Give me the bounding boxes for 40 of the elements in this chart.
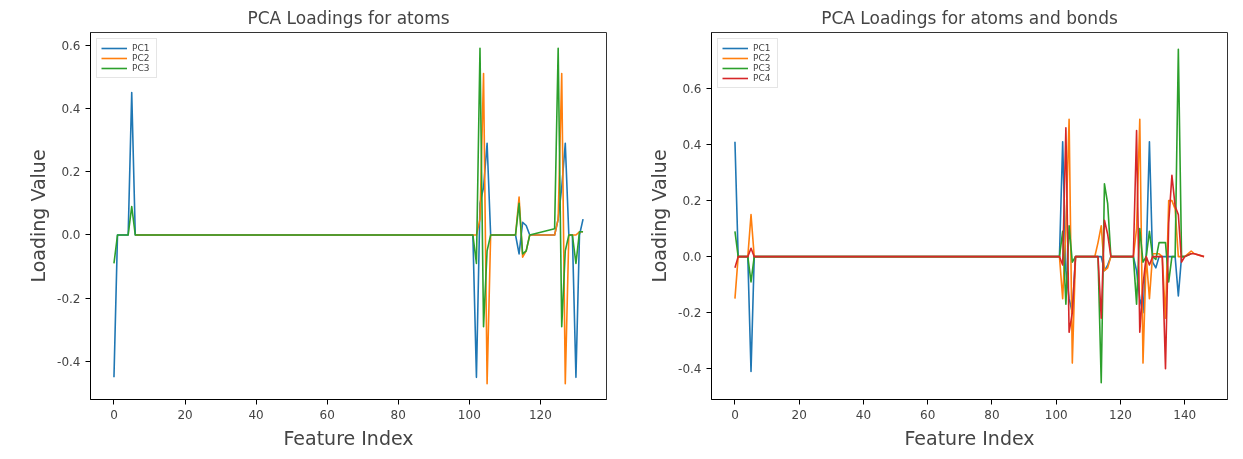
legend-label: PC3 [753, 63, 772, 73]
y-tick-label: 0.2 [682, 194, 702, 209]
y-tick-label: 0.6 [61, 38, 81, 53]
y-tick-label: -0.2 [678, 306, 702, 321]
x-tick-label: 80 [390, 407, 406, 422]
legend-label: PC1 [132, 43, 151, 53]
y-tick-label: 0.6 [682, 82, 702, 97]
legend-label: PC3 [132, 63, 151, 73]
chart-title: PCA Loadings for atoms and bonds [821, 7, 1118, 28]
x-tick-label: 100 [457, 407, 481, 422]
x-tick-label: 120 [1109, 407, 1132, 422]
y-tick-label: 0.2 [61, 165, 81, 180]
x-tick-label: 120 [528, 407, 552, 422]
x-tick-label: 20 [791, 407, 807, 422]
y-tick-label: 0.4 [61, 101, 81, 116]
legend-label: PC1 [753, 43, 772, 53]
x-tick-label: 60 [920, 407, 936, 422]
x-tick-label: 40 [248, 407, 264, 422]
x-tick-label: 0 [110, 407, 118, 422]
x-tick-label: 60 [319, 407, 335, 422]
y-tick-label: -0.4 [57, 355, 81, 370]
x-tick-label: 0 [731, 407, 739, 422]
y-tick-label: -0.2 [57, 291, 81, 306]
x-tick-label: 140 [1173, 407, 1197, 422]
x-axis-title: Feature Index [904, 426, 1035, 449]
legend-label: PC2 [132, 53, 151, 63]
x-tick-label: 100 [1044, 407, 1068, 422]
y-axis-title: Loading Value [648, 149, 671, 283]
chart-title: PCA Loadings for atoms [247, 7, 450, 28]
y-tick-label: 0.0 [682, 250, 702, 265]
x-tick-label: 40 [855, 407, 872, 422]
legend-label: PC2 [753, 53, 772, 63]
y-axis-title: Loading Value [27, 149, 50, 283]
x-tick-label: 20 [177, 407, 193, 422]
y-tick-label: 0.0 [61, 228, 81, 243]
legend-label: PC4 [753, 73, 772, 83]
x-axis-title: Feature Index [283, 426, 414, 449]
y-tick-label: -0.4 [678, 362, 702, 377]
y-tick-label: 0.4 [682, 138, 702, 153]
x-tick-label: 80 [984, 407, 1000, 422]
